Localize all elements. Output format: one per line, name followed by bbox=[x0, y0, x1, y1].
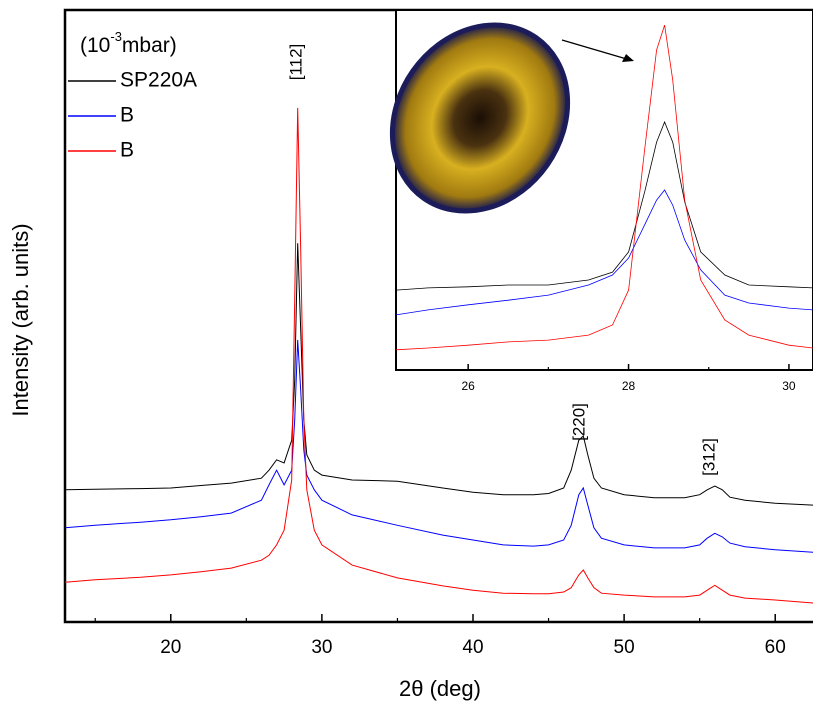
legend-title-part: mbar) bbox=[122, 34, 177, 57]
x-tick-label: 28 bbox=[622, 379, 636, 393]
series-line bbox=[64, 243, 813, 506]
legend-title: (10-3mbar) bbox=[80, 29, 177, 56]
legend-label: SP220A bbox=[120, 69, 197, 92]
series-line bbox=[395, 24, 813, 351]
arrow bbox=[561, 39, 631, 61]
y-axis-label: Intensity (arb. units) bbox=[8, 223, 33, 416]
series-line bbox=[395, 189, 813, 316]
arrow-head bbox=[622, 54, 634, 62]
series-line bbox=[64, 339, 813, 553]
legend-label: B bbox=[120, 139, 134, 162]
x-axis-label: 2θ (deg) bbox=[399, 676, 481, 701]
x-tick-label: 40 bbox=[462, 637, 483, 658]
x-tick-label: 20 bbox=[160, 637, 181, 658]
main-plot: 20 30 40 50 60 2θ (deg) Intensity (arb. units)… bbox=[8, 8, 813, 701]
inset-curves: 26 28 30 bbox=[395, 24, 813, 393]
inset-plot: 26 28 30 bbox=[389, 9, 813, 393]
peak-annotation: [312] bbox=[699, 438, 718, 476]
series-line bbox=[64, 107, 813, 604]
x-tick-label: 50 bbox=[614, 637, 635, 658]
series-line bbox=[395, 120, 813, 291]
x-tick-label: 26 bbox=[461, 379, 475, 393]
x-tick-label: 30 bbox=[782, 379, 796, 393]
legend-label: B bbox=[120, 104, 134, 127]
legend-title-part: (10 bbox=[80, 34, 110, 57]
x-tick-label: 60 bbox=[765, 637, 786, 658]
x-tick-label: 30 bbox=[311, 637, 332, 658]
legend-title-part: -3 bbox=[110, 29, 122, 44]
sample-photo bbox=[389, 22, 571, 214]
peak-annotation: [220] bbox=[569, 403, 588, 441]
peak-annotation: [112] bbox=[286, 44, 305, 81]
